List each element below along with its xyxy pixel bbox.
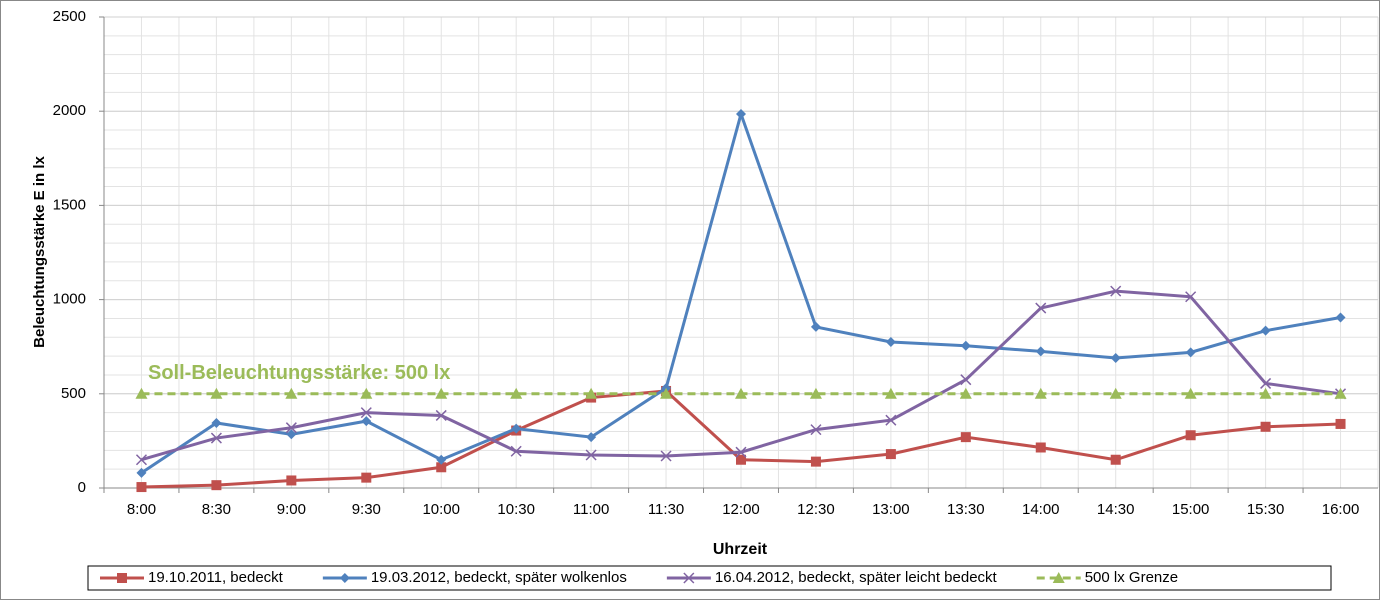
x-tick-label: 11:30 — [648, 501, 684, 518]
marker — [960, 340, 971, 351]
legend-marker — [117, 573, 127, 583]
marker — [960, 432, 971, 443]
x-tick-label: 11:00 — [573, 501, 609, 518]
x-tick-label: 16:00 — [1322, 501, 1360, 518]
marker — [809, 387, 822, 399]
marker — [285, 387, 298, 399]
marker — [136, 467, 147, 478]
marker — [736, 454, 746, 465]
marker — [959, 387, 972, 399]
legend-marker — [1052, 572, 1065, 583]
marker — [585, 449, 597, 461]
x-tick-label: 13:00 — [872, 501, 910, 518]
y-tick-label: 1500 — [53, 196, 86, 213]
x-tick-label: 15:00 — [1172, 501, 1210, 518]
marker — [885, 336, 896, 347]
x-tick-label: 12:30 — [797, 501, 835, 518]
marker — [1260, 421, 1271, 432]
marker — [660, 450, 672, 462]
marker — [736, 109, 746, 120]
marker — [1109, 387, 1122, 399]
marker — [960, 374, 972, 386]
marker — [1110, 353, 1121, 364]
marker — [1185, 347, 1196, 358]
legend: 19.10.2011, bedeckt 19.03.2012, bedeckt, … — [87, 565, 1332, 591]
marker — [435, 409, 447, 421]
y-tick-label: 2000 — [53, 102, 86, 119]
marker — [510, 387, 523, 399]
x-tick-label: 15:30 — [1247, 501, 1285, 518]
legend-label: 19.10.2011, bedeckt — [148, 569, 284, 586]
x-tick-label: 10:00 — [422, 501, 460, 518]
marker — [1259, 387, 1272, 399]
marker — [1260, 325, 1271, 336]
marker — [1335, 418, 1346, 429]
marker — [1185, 430, 1196, 441]
marker — [435, 387, 448, 399]
marker — [135, 387, 148, 399]
x-tick-label: 13:30 — [947, 501, 985, 518]
marker — [660, 387, 673, 399]
x-tick-label: 14:00 — [1022, 501, 1060, 518]
marker — [210, 387, 223, 399]
marker — [360, 407, 372, 419]
marker — [360, 387, 373, 399]
marker — [436, 462, 447, 473]
marker — [361, 416, 372, 427]
x-tick-label: 8:00 — [127, 501, 156, 518]
marker — [735, 446, 747, 458]
x-tick-label: 9:00 — [277, 501, 306, 518]
legend-label: 16.04.2012, bedeckt, später leicht bedec… — [715, 569, 998, 586]
marker — [436, 454, 447, 465]
x-tick-label: 12:00 — [722, 501, 760, 518]
annotation: Soll-Beleuchtungsstärke: 500 lx — [148, 362, 450, 384]
legend-marker — [683, 572, 695, 584]
x-tick-label: 8:30 — [202, 501, 231, 518]
marker — [586, 432, 597, 443]
marker — [810, 321, 821, 332]
marker — [1035, 302, 1047, 314]
x-axis-label: Uhrzeit — [713, 541, 768, 558]
legend-marker — [339, 573, 350, 583]
marker — [885, 414, 897, 426]
x-tick-label: 9:30 — [352, 501, 381, 518]
marker — [211, 480, 222, 491]
marker — [1034, 387, 1047, 399]
marker — [1110, 285, 1122, 297]
y-tick-label: 2500 — [53, 8, 86, 25]
marker — [735, 387, 747, 399]
marker — [210, 432, 222, 444]
marker — [510, 445, 522, 457]
marker — [136, 482, 147, 493]
y-tick-label: 500 — [61, 385, 86, 402]
y-tick-label: 1000 — [53, 291, 86, 308]
marker — [885, 449, 896, 460]
marker — [135, 454, 148, 466]
marker — [1260, 377, 1272, 389]
marker — [511, 423, 522, 434]
y-tick-label: 0 — [78, 479, 86, 496]
marker — [1334, 387, 1347, 399]
marker — [884, 387, 897, 399]
marker — [286, 475, 297, 486]
x-tick-label: 14:30 — [1097, 501, 1135, 518]
marker — [1184, 387, 1197, 399]
marker — [585, 387, 598, 399]
marker — [285, 422, 297, 434]
marker — [361, 472, 372, 483]
legend-label: 500 lx Grenze — [1085, 569, 1178, 586]
y-axis-label: Beleuchtungsstärke E in lx — [31, 155, 48, 347]
marker — [1035, 442, 1046, 453]
marker — [810, 424, 822, 436]
marker — [810, 456, 821, 467]
marker — [211, 418, 222, 429]
x-tick-label: 10:30 — [497, 501, 535, 518]
marker — [1185, 291, 1197, 303]
marker — [1035, 346, 1046, 357]
marker — [286, 429, 297, 440]
marker — [1110, 454, 1121, 465]
marker — [1335, 312, 1346, 323]
legend-label: 19.03.2012, bedeckt, später wolkenlos — [371, 569, 627, 586]
